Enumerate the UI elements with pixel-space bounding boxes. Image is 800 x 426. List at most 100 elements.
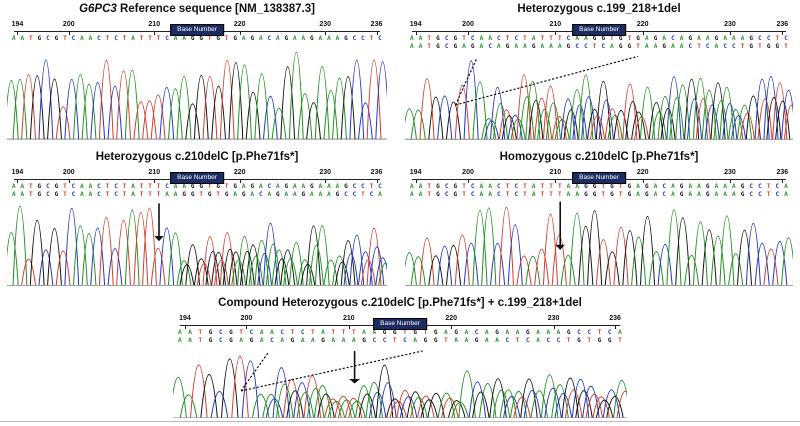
base-letter: T [156, 183, 161, 190]
base-letter: C [662, 183, 667, 190]
base-letter: C [514, 35, 519, 42]
base-letter: G [705, 191, 710, 198]
base-letter: C [46, 183, 50, 190]
title-text: G6PC3 [79, 3, 117, 15]
base-letter: T [224, 35, 229, 42]
base-letter: G [413, 329, 418, 336]
base-letter: A [300, 337, 305, 344]
tick-label: 236 [776, 169, 789, 176]
base-letter: C [165, 35, 169, 42]
axis-tick [642, 32, 644, 35]
base-letter: T [766, 191, 771, 198]
tick-label: 194 [409, 169, 422, 176]
base-letter: C [577, 329, 581, 336]
tick-label: 200 [62, 169, 75, 176]
base-letter: G [679, 191, 684, 198]
base-letter: A [233, 191, 238, 198]
axis-tick [415, 180, 417, 183]
base-letter: G [495, 329, 499, 336]
base-letter: A [705, 35, 710, 42]
tick-label: 236 [776, 21, 789, 28]
base-letter: C [525, 337, 530, 344]
base-letter: A [454, 337, 458, 344]
base-letter: T [239, 329, 244, 336]
base-letter: C [546, 337, 551, 344]
base-letter: A [531, 183, 536, 190]
axis-tick [154, 180, 156, 183]
axis-label: Base Number [572, 172, 626, 184]
base-letter: A [575, 183, 579, 190]
base-letter: G [54, 35, 59, 42]
base-letter: C [369, 191, 374, 198]
base-letter: A [536, 337, 540, 344]
base-letter: A [267, 191, 272, 198]
base-letter: T [369, 35, 374, 42]
base-letter: T [105, 183, 110, 190]
base-letter: T [427, 43, 432, 50]
base-letter: G [525, 329, 530, 336]
tick-label: 236 [370, 169, 383, 176]
base-letter: A [479, 35, 484, 42]
chromatogram-trace [405, 51, 793, 140]
title-text: Compound Heterozygous c.210delC [p.Phe71… [218, 297, 582, 309]
base-letter: C [732, 43, 736, 50]
base-letter: G [636, 35, 640, 42]
base-letter: A [173, 183, 178, 190]
base-letter: T [122, 35, 127, 42]
base-letter: A [784, 191, 788, 198]
base-letter: A [653, 183, 658, 190]
base-letter: T [462, 183, 466, 190]
base-letter: T [207, 35, 212, 42]
base-letter: T [148, 183, 152, 190]
base-letter: T [139, 35, 144, 42]
tick-label: 220 [233, 169, 246, 176]
base-letter: C [470, 183, 475, 190]
axis-tick [782, 32, 784, 35]
tick-label: 200 [240, 315, 253, 322]
base-letter: T [523, 191, 527, 198]
base-letter: G [566, 43, 571, 50]
base-letter: T [139, 183, 144, 190]
base-letter: A [740, 35, 745, 42]
chromatogram [173, 345, 627, 419]
base-letter: A [479, 43, 484, 50]
tick-label: 230 [547, 315, 560, 322]
tick-label: 220 [636, 21, 649, 28]
base-letter: A [20, 35, 25, 42]
base-letter: A [662, 35, 667, 42]
base-letter: A [173, 35, 178, 42]
base-letter: A [88, 35, 93, 42]
chromatogram [405, 199, 793, 287]
base-letter: C [497, 191, 501, 198]
base-number-axis: 194 200 210 220 230 236 Base Number [10, 17, 384, 36]
base-letter: A [310, 191, 314, 198]
base-letter: A [732, 183, 736, 190]
base-letter: T [515, 337, 520, 344]
base-letter: A [80, 191, 84, 198]
base-letter: A [444, 329, 448, 336]
base-letter: T [331, 329, 336, 336]
base-letter: T [462, 35, 466, 42]
base-letter: A [318, 183, 323, 190]
base-letter: G [436, 183, 440, 190]
base-letter: A [270, 329, 274, 336]
base-letter: C [758, 191, 762, 198]
chromatogram-trace [405, 199, 793, 286]
base-letter: A [275, 35, 280, 42]
base-letter: T [549, 35, 553, 42]
base-letter: A [488, 183, 492, 190]
base-letter: G [453, 35, 458, 42]
title-text: Reference sequence [NM_138387.3] [116, 3, 315, 15]
base-letter: A [335, 35, 340, 42]
base-letter: T [540, 183, 545, 190]
base-letter: A [418, 191, 423, 198]
chromatogram-trace [7, 43, 387, 140]
base-letter: A [80, 35, 84, 42]
base-letter: A [327, 183, 331, 190]
base-letter: G [644, 183, 649, 190]
base-letter: T [540, 191, 545, 198]
axis-tick [376, 180, 378, 183]
base-letter: G [233, 35, 238, 42]
base-letter: T [63, 183, 67, 190]
